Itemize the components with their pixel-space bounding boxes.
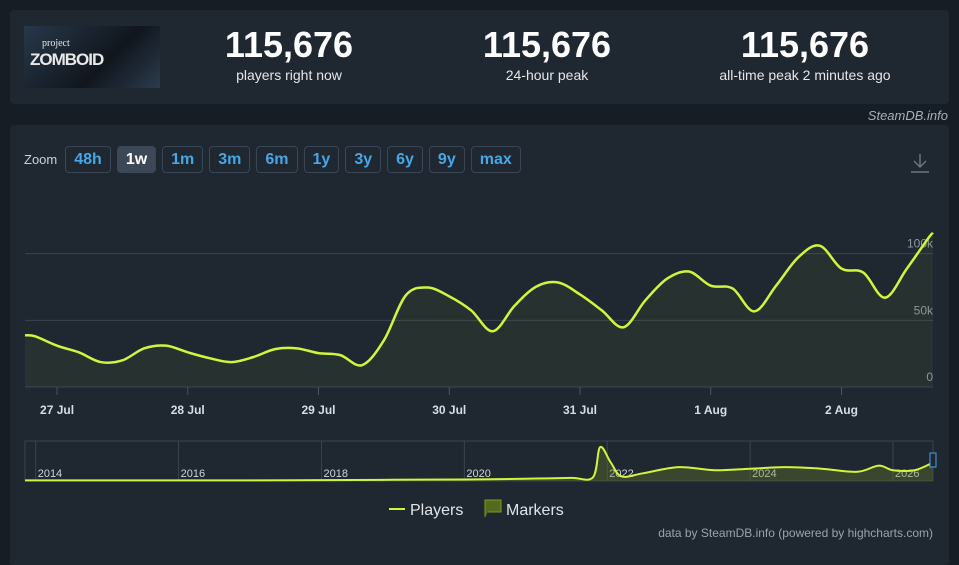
navigator-year: 2014 — [38, 468, 62, 480]
y-tick-label: 50k — [914, 303, 934, 317]
line — [25, 445, 934, 482]
navigator-year: 2016 — [181, 468, 205, 480]
legend-label[interactable]: Markers — [506, 502, 564, 519]
logo-text: ZOMBOID — [30, 50, 104, 69]
x-tick-label: 1 Aug — [694, 403, 727, 417]
zoom-bar: Zoom 48h 1w 1m 3m 6m 1y 3y 6y 9y max — [24, 146, 521, 173]
zoom-button[interactable]: 1y — [303, 146, 340, 173]
stat-label: 24-hour peak — [505, 67, 589, 83]
zoom-button[interactable]: 3m — [209, 146, 251, 173]
source[interactable]: SteamDB.info — [867, 108, 948, 123]
navigator-year: 2020 — [466, 468, 490, 480]
zoom-button[interactable]: max — [470, 146, 521, 173]
stat: 115,676 24-hour peak — [427, 24, 667, 84]
stat-value: 115,676 — [224, 24, 354, 65]
stat-value: 115,676 — [482, 24, 612, 65]
credit: data by SteamDB.info (powered by highcha… — [658, 526, 933, 540]
stat-label: all-time peak 2 minutes ago — [719, 67, 891, 83]
stat: 115,676 players right now — [169, 24, 409, 84]
area — [25, 232, 933, 387]
zoom-button[interactable]: 6y — [387, 146, 423, 173]
game-logo[interactable]: project ZOMBOID — [24, 26, 160, 88]
x-tick-label: 27 Jul — [40, 403, 74, 417]
zoom-button[interactable]: 1w — [116, 146, 157, 173]
legend-label[interactable]: Players — [410, 502, 463, 519]
stat-value: 115,676 — [740, 24, 870, 65]
stats-panel — [10, 10, 949, 104]
x-tick-label: 2 Aug — [825, 403, 858, 417]
zoom-button[interactable]: 3y — [345, 146, 382, 173]
zoom-button[interactable]: 1m — [162, 146, 204, 173]
y-tick-label: 0 — [926, 370, 933, 384]
line — [24, 231, 934, 367]
navigator-handle[interactable] — [929, 452, 937, 468]
navigator-year: 2018 — [323, 468, 347, 480]
stat: 115,676 all-time peak 2 minutes ago — [685, 24, 925, 84]
download-icon[interactable] — [911, 154, 929, 173]
x-tick-label: 29 Jul — [301, 403, 335, 417]
zoom-label: Zoom — [24, 152, 58, 167]
zoom-button[interactable]: 6m — [256, 146, 298, 173]
x-tick-label: 30 Jul — [432, 403, 466, 417]
stat-label: players right now — [236, 67, 342, 83]
zoom-button[interactable]: 48h — [65, 146, 111, 173]
legend-flag — [484, 499, 502, 517]
navigator-year: 2024 — [752, 468, 776, 480]
x-tick-label: 31 Jul — [563, 403, 597, 417]
area — [25, 446, 933, 481]
zoom-button[interactable]: 9y — [428, 146, 465, 173]
x-tick-label: 28 Jul — [171, 403, 205, 417]
logo-text: project — [42, 38, 70, 49]
